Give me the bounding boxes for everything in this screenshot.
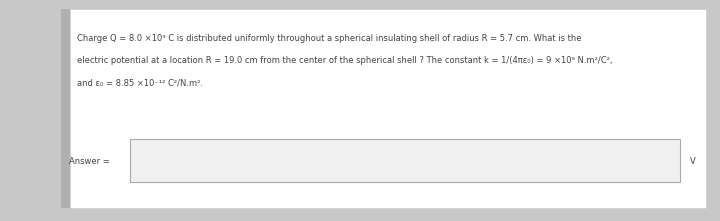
Bar	[70, 9, 706, 208]
Bar	[130, 139, 680, 182]
Text: electric potential at a location R = 19.0 cm from the center of the spherical sh: electric potential at a location R = 19.…	[77, 56, 613, 65]
Text: Answer =: Answer =	[69, 157, 110, 166]
Text: and ε₀ = 8.85 ×10⁻¹² C²/N.m².: and ε₀ = 8.85 ×10⁻¹² C²/N.m².	[77, 78, 203, 88]
Bar	[61, 9, 70, 208]
Text: Charge Q = 8.0 ×10⁹ C is distributed uniformly throughout a spherical insulating: Charge Q = 8.0 ×10⁹ C is distributed uni…	[77, 34, 582, 43]
Text: V: V	[690, 157, 696, 166]
